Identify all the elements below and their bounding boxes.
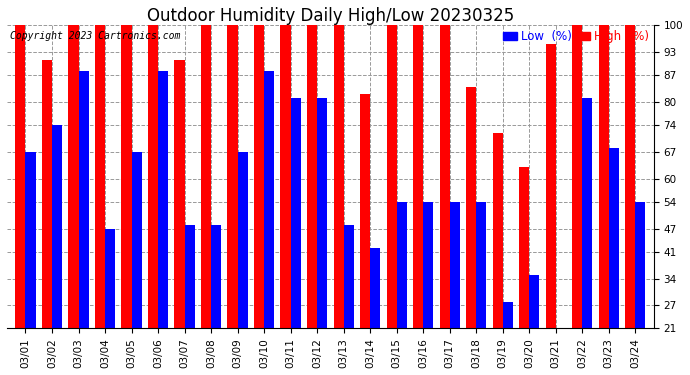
Bar: [502, 302, 513, 328]
Bar: [344, 225, 354, 328]
Bar: [42, 60, 52, 328]
Bar: [237, 152, 248, 328]
Bar: [68, 25, 79, 328]
Bar: [105, 229, 115, 328]
Bar: [290, 98, 301, 328]
Bar: [466, 87, 476, 328]
Bar: [211, 225, 221, 328]
Text: Copyright 2023 Cartronics.com: Copyright 2023 Cartronics.com: [10, 31, 181, 41]
Bar: [79, 71, 88, 328]
Bar: [264, 71, 274, 328]
Bar: [254, 25, 264, 328]
Bar: [370, 248, 380, 328]
Bar: [582, 98, 592, 328]
Bar: [201, 25, 211, 328]
Bar: [609, 148, 619, 328]
Bar: [529, 275, 539, 328]
Bar: [423, 202, 433, 328]
Bar: [148, 25, 158, 328]
Bar: [333, 25, 344, 328]
Bar: [625, 25, 635, 328]
Bar: [546, 44, 555, 328]
Bar: [132, 152, 141, 328]
Bar: [52, 125, 62, 328]
Bar: [307, 25, 317, 328]
Title: Outdoor Humidity Daily High/Low 20230325: Outdoor Humidity Daily High/Low 20230325: [147, 7, 514, 25]
Bar: [228, 25, 237, 328]
Legend: Low  (%), High  (%): Low (%), High (%): [498, 25, 653, 48]
Bar: [26, 152, 36, 328]
Bar: [450, 202, 460, 328]
Bar: [15, 25, 26, 328]
Bar: [95, 25, 105, 328]
Bar: [386, 25, 397, 328]
Bar: [121, 25, 132, 328]
Bar: [598, 25, 609, 328]
Bar: [440, 25, 450, 328]
Bar: [360, 94, 370, 328]
Bar: [413, 25, 423, 328]
Bar: [158, 71, 168, 328]
Bar: [493, 133, 502, 328]
Bar: [397, 202, 406, 328]
Bar: [175, 60, 184, 328]
Bar: [317, 98, 327, 328]
Bar: [184, 225, 195, 328]
Bar: [281, 25, 290, 328]
Bar: [572, 25, 582, 328]
Bar: [476, 202, 486, 328]
Bar: [635, 202, 645, 328]
Bar: [519, 167, 529, 328]
